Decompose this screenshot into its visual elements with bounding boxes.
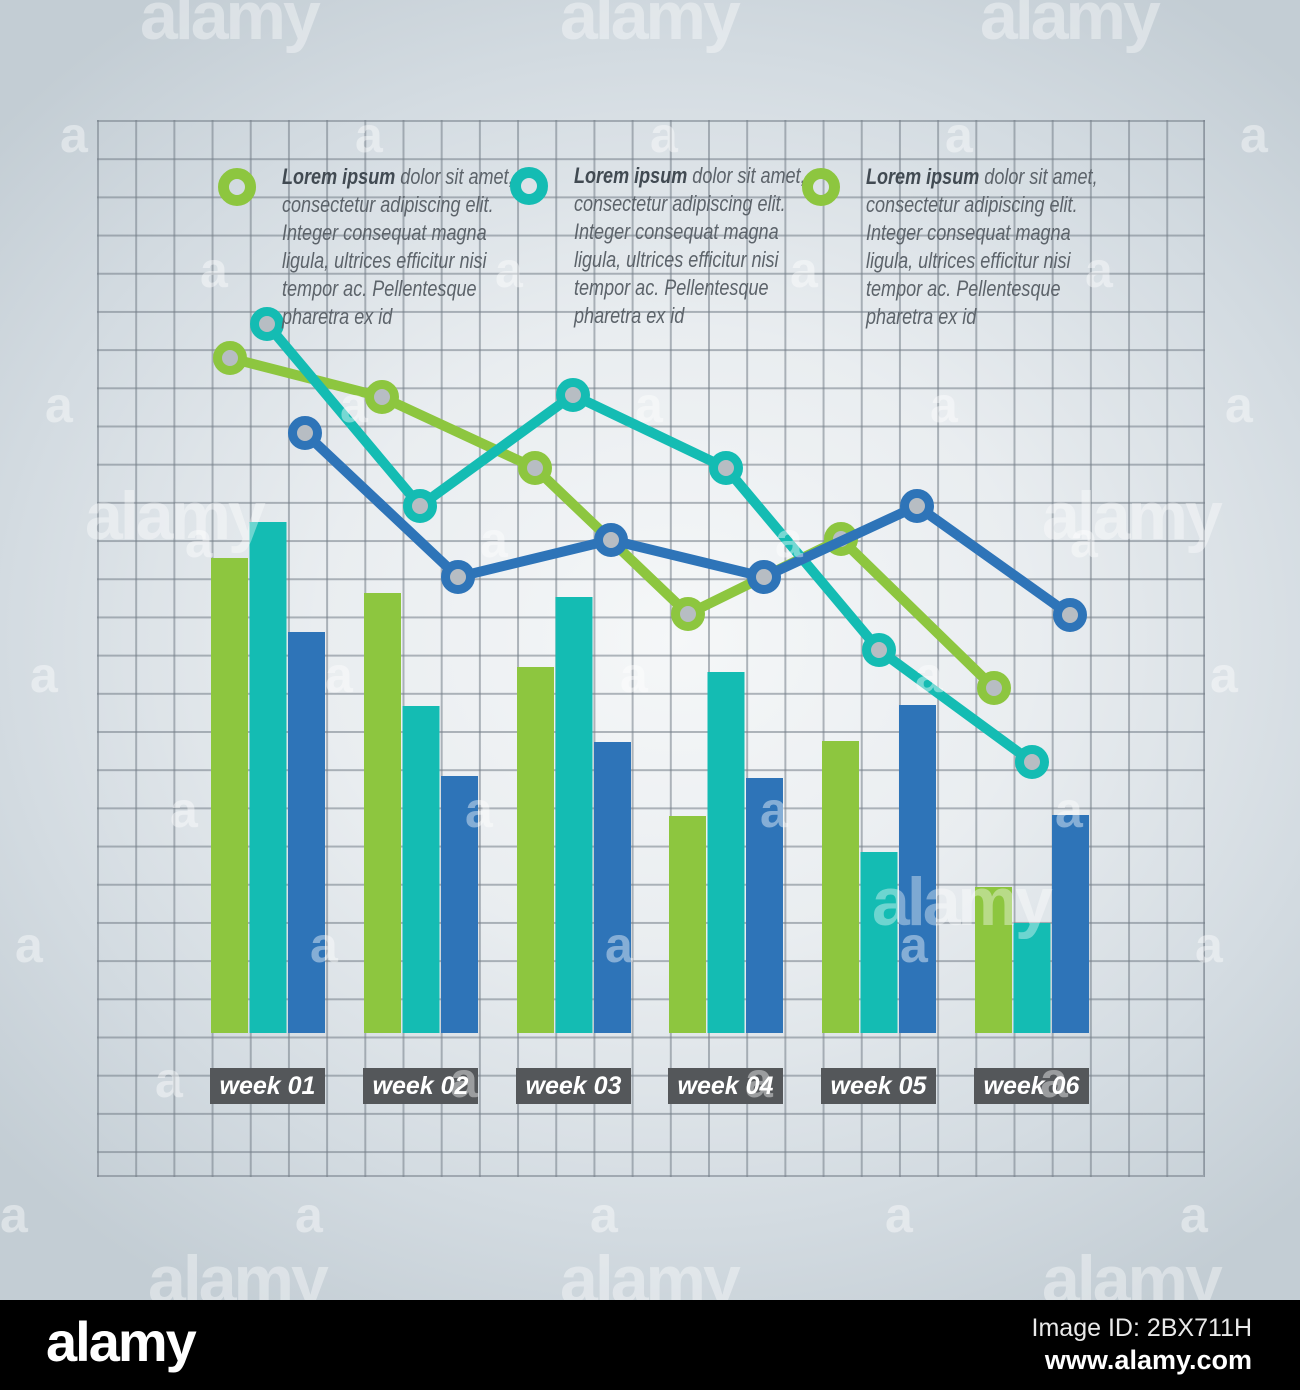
- footer-bar: alamy Image ID: 2BX711H www.alamy.com: [0, 1300, 1300, 1390]
- legend-item-1: Lorem ipsum dolor sit amet, consectetur a…: [218, 163, 564, 331]
- trend-green-marker-2: [365, 380, 399, 414]
- bars-green-bar-5: [822, 741, 859, 1033]
- legend-item-2: Lorem ipsum dolor sit amet, consectetur a…: [510, 162, 856, 330]
- trend-teal-marker-4: [709, 451, 743, 485]
- trend-blue-line: [300, 428, 1075, 620]
- footer-id-block: Image ID: 2BX711H www.alamy.com: [1032, 1312, 1252, 1376]
- legend-text: Lorem ipsum dolor sit amet, consectetur a…: [574, 163, 806, 328]
- bars-teal-bar-3: [555, 597, 593, 1033]
- bars-teal-bar-6: [1013, 923, 1051, 1033]
- bars-teal-bar-5: [860, 852, 898, 1033]
- week-label-6: week 06: [974, 1068, 1089, 1104]
- trend-green-marker-3: [518, 451, 552, 485]
- trend-blue-marker-1: [288, 416, 322, 450]
- trend-blue-marker-6: [1053, 598, 1087, 632]
- legend-donut-icon: [218, 168, 256, 206]
- legend-donut-icon: [802, 168, 840, 206]
- legend-text: Lorem ipsum dolor sit amet, consectetur a…: [866, 164, 1098, 329]
- week-label-1: week 01: [210, 1068, 325, 1104]
- trend-teal-marker-5: [862, 633, 896, 667]
- alamy-logo: alamy: [46, 1310, 197, 1373]
- week-label-3: week 03: [516, 1068, 631, 1104]
- trend-teal-marker-6: [1015, 745, 1049, 779]
- week-label-4: week 04: [668, 1068, 783, 1104]
- bars-blue-bar-2: [441, 776, 478, 1033]
- trend-teal-marker-1: [250, 307, 284, 341]
- week-label-5: week 05: [821, 1068, 936, 1104]
- bars-teal-bar-1: [249, 522, 287, 1033]
- week-label-2: week 02: [363, 1068, 478, 1104]
- bars-blue-bar-3: [594, 742, 631, 1033]
- trend-teal-marker-3: [556, 378, 590, 412]
- trend-blue-marker-3: [594, 523, 628, 557]
- bars-green-bar-4: [669, 816, 706, 1033]
- alamy-url-text: www.alamy.com: [1044, 1345, 1252, 1375]
- bars-blue-bar-5: [899, 705, 936, 1033]
- bars-blue-bar-6: [1052, 815, 1089, 1033]
- bars-blue-bar-4: [746, 778, 783, 1033]
- trend-blue-marker-5: [900, 489, 934, 523]
- bars-green-bar-2: [364, 593, 401, 1033]
- bars-green-bar-3: [517, 667, 554, 1033]
- trend-teal-line: [262, 319, 1037, 767]
- trend-green-marker-4: [671, 597, 705, 631]
- trend-blue-marker-4: [747, 560, 781, 594]
- bars-teal-bar-2: [402, 706, 440, 1033]
- bars-green-bar-6: [975, 887, 1012, 1033]
- trend-teal-marker-2: [403, 489, 437, 523]
- bars-green-bar-1: [211, 558, 248, 1033]
- legend-item-3: Lorem ipsum dolor sit amet, consectetur a…: [802, 163, 1148, 331]
- bars-teal-bar-4: [707, 672, 745, 1033]
- legend-text: Lorem ipsum dolor sit amet, consectetur a…: [282, 164, 514, 329]
- bars-blue-bar-1: [288, 632, 325, 1033]
- trend-blue-marker-2: [441, 560, 475, 594]
- legend-donut-icon: [510, 167, 548, 205]
- trend-green-marker-6: [977, 671, 1011, 705]
- trend-green-marker-1: [213, 341, 247, 375]
- image-id-text: Image ID: 2BX711H: [1031, 1314, 1252, 1342]
